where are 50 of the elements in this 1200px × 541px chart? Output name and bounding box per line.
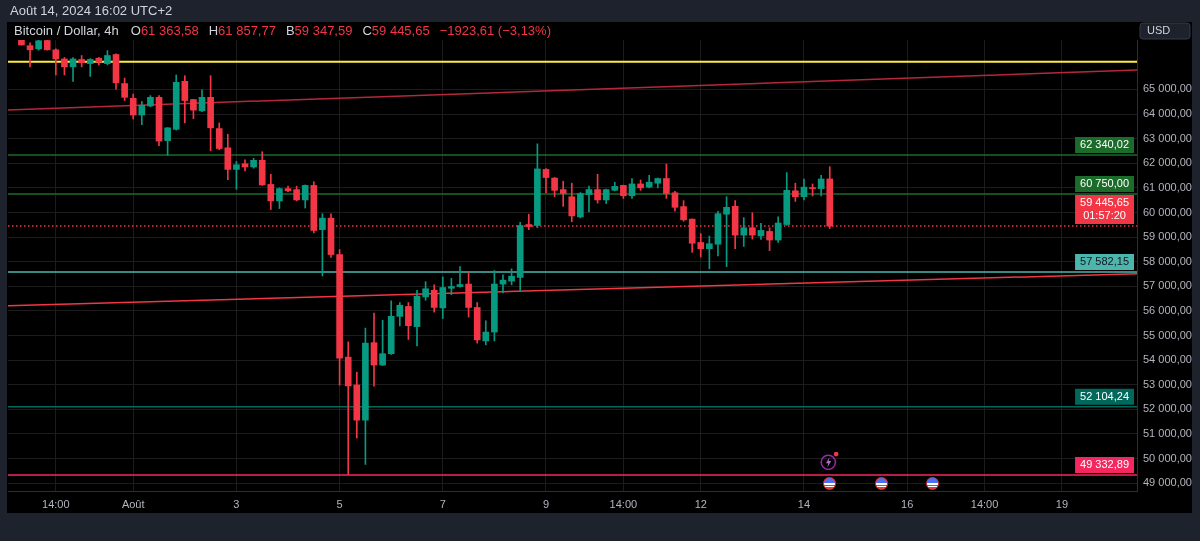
y-tick-label: 49 000,00 xyxy=(1143,476,1192,489)
y-tick-label: 52 000,00 xyxy=(1143,402,1192,415)
y-tick-label: 59 000,00 xyxy=(1143,230,1192,243)
text: C59 445,65 xyxy=(362,22,430,38)
candlestick xyxy=(559,180,567,207)
y-tick-label: 60 000,00 xyxy=(1143,205,1192,218)
y-tick-label: 57 000,00 xyxy=(1143,279,1192,292)
ref-line-label: 60 750,00 xyxy=(1080,177,1129,190)
chart-subtitle: Août 14, 2024 16:02 UTC+2 xyxy=(10,2,173,18)
y-tick-label: 55 000,00 xyxy=(1143,328,1192,341)
y-tick-label: 62 000,00 xyxy=(1143,156,1192,169)
x-tick-label: Août xyxy=(121,497,145,510)
candlestick xyxy=(585,185,593,213)
ref-line-label: 59 445,65 xyxy=(1080,196,1129,209)
x-tick-label: 12 xyxy=(694,497,707,510)
x-tick-label: 3 xyxy=(233,497,240,510)
text: O61 363,58 xyxy=(130,22,199,38)
text: USD xyxy=(1147,24,1171,37)
y-tick-label: 64 000,00 xyxy=(1143,107,1192,120)
candlestick xyxy=(740,217,748,247)
x-tick-label: 14:00 xyxy=(42,497,70,510)
y-tick-label: 58 000,00 xyxy=(1143,254,1192,267)
y-tick-label: 56 000,00 xyxy=(1143,303,1192,316)
y-tick-label: 63 000,00 xyxy=(1143,131,1192,144)
y-tick-label: 65 000,00 xyxy=(1143,82,1192,95)
y-tick-label: 54 000,00 xyxy=(1143,353,1192,366)
x-tick-label: 16 xyxy=(901,497,914,510)
candlestick xyxy=(26,42,34,68)
text: H61 857,77 xyxy=(208,22,276,38)
x-tick-label: 19 xyxy=(1055,497,1069,510)
x-tick-label: 7 xyxy=(439,497,446,510)
y-tick-label: 53 000,00 xyxy=(1143,377,1192,390)
x-tick-label: 5 xyxy=(336,497,343,510)
candlestick xyxy=(86,58,94,77)
y-tick-label: 61 000,00 xyxy=(1143,180,1192,193)
chart-title: Bitcoin / Dollar, 4h xyxy=(14,22,119,38)
y-tick-label: 51 000,00 xyxy=(1143,426,1192,439)
ref-line-label: 57 582,15 xyxy=(1080,255,1129,267)
x-tick-label: 14:00 xyxy=(609,497,638,510)
x-tick-label: 14:00 xyxy=(970,497,999,510)
candlestick xyxy=(456,266,464,288)
x-tick-label: 14 xyxy=(797,497,811,510)
ref-line-label: 49 332,89 xyxy=(1080,457,1129,470)
y-tick-label: 50 000,00 xyxy=(1143,451,1192,464)
ref-line-label: 52 104,24 xyxy=(1080,389,1129,402)
ref-line-label: 62 340,02 xyxy=(1080,137,1129,150)
text: −1923,61 (−3,13%) xyxy=(439,22,551,38)
x-tick-label: 9 xyxy=(542,497,550,510)
annotation: 01:57:20 xyxy=(1083,209,1126,222)
text: B59 347,59 xyxy=(285,22,353,38)
